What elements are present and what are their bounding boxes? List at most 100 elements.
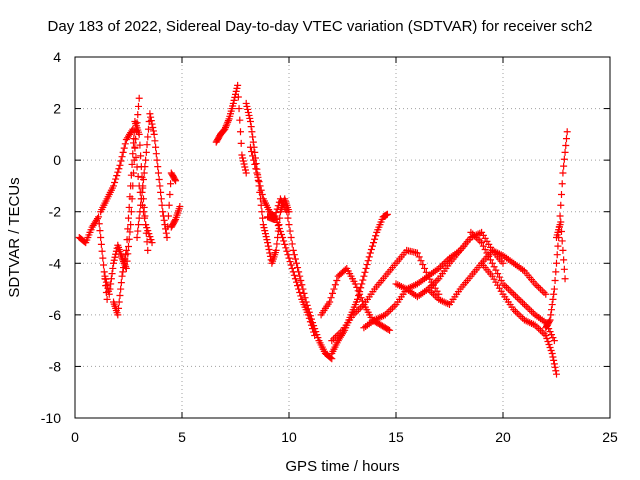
- data-point: [144, 227, 152, 235]
- data-point: [138, 201, 146, 209]
- data-point: [162, 229, 170, 237]
- data-point: [115, 304, 123, 312]
- data-point: [134, 221, 142, 229]
- data-point: [110, 182, 118, 190]
- data-point: [563, 128, 571, 136]
- data-point: [222, 122, 230, 130]
- data-point: [249, 133, 257, 141]
- series-sat-r: [478, 259, 560, 378]
- data-point: [511, 292, 519, 300]
- data-point: [479, 242, 487, 250]
- data-point: [294, 264, 302, 272]
- data-point: [517, 313, 525, 321]
- data-point: [421, 264, 429, 272]
- data-point: [123, 236, 131, 244]
- data-point: [366, 249, 374, 257]
- data-point: [254, 173, 262, 181]
- series-sat-b: [101, 94, 143, 298]
- series-sat-i: [246, 143, 319, 339]
- data-point: [287, 234, 295, 241]
- data-point: [256, 182, 264, 190]
- data-point: [150, 130, 158, 138]
- data-point: [149, 127, 157, 135]
- data-point: [152, 150, 160, 158]
- data-point: [135, 94, 143, 102]
- data-point: [367, 246, 375, 254]
- data-point: [134, 102, 142, 110]
- data-point: [548, 301, 556, 309]
- data-point: [241, 166, 249, 174]
- data-point: [415, 253, 423, 261]
- data-point: [285, 254, 293, 262]
- data-point: [144, 125, 152, 133]
- data-point: [249, 152, 257, 160]
- data-point: [296, 272, 304, 280]
- data-point: [126, 193, 134, 201]
- data-point: [258, 191, 266, 199]
- data-point: [137, 152, 145, 160]
- data-point: [128, 127, 136, 135]
- x-tick-label: 5: [178, 429, 186, 445]
- data-point: [273, 240, 281, 248]
- data-point: [313, 331, 321, 339]
- data-point: [133, 234, 141, 241]
- data-point: [99, 254, 107, 262]
- data-point: [292, 278, 300, 286]
- data-point: [111, 253, 119, 261]
- data-point: [273, 205, 281, 213]
- data-point: [167, 180, 175, 188]
- data-point: [312, 328, 320, 336]
- data-point: [97, 234, 105, 241]
- data-point: [289, 246, 297, 254]
- data-point: [249, 138, 257, 146]
- data-point: [134, 227, 142, 235]
- data-point: [165, 201, 173, 209]
- data-point: [118, 272, 126, 280]
- data-point: [240, 160, 248, 168]
- data-point: [141, 214, 149, 222]
- data-point: [560, 162, 568, 170]
- data-point: [163, 234, 171, 241]
- data-point: [552, 367, 560, 375]
- data-point: [330, 335, 338, 343]
- data-point: [327, 294, 335, 302]
- series-sat-t: [553, 218, 569, 283]
- data-point: [287, 261, 295, 269]
- series-sat-g: [212, 81, 250, 177]
- data-point: [140, 169, 148, 177]
- data-point: [300, 289, 308, 297]
- data-point: [329, 289, 337, 297]
- data-point: [546, 316, 554, 324]
- x-tick-label: 0: [71, 429, 79, 445]
- data-point: [120, 259, 128, 267]
- data-point: [363, 261, 371, 269]
- data-point: [135, 182, 143, 190]
- data-point: [326, 298, 334, 306]
- data-point: [128, 160, 136, 168]
- data-point: [553, 370, 560, 378]
- data-point: [271, 212, 279, 220]
- data-point: [121, 140, 129, 148]
- data-point: [508, 289, 516, 297]
- data-point: [101, 272, 109, 280]
- data-point: [133, 163, 141, 171]
- y-tick-label: -10: [41, 410, 61, 426]
- data-point: [93, 215, 101, 223]
- data-point: [330, 285, 338, 293]
- data-point: [100, 261, 108, 269]
- data-point: [146, 110, 154, 118]
- data-point: [290, 251, 298, 259]
- data-point: [559, 169, 567, 177]
- y-tick-label: -4: [49, 255, 62, 271]
- data-point: [96, 227, 104, 235]
- data-point: [558, 180, 566, 188]
- data-point: [139, 175, 147, 183]
- data-point: [153, 156, 161, 164]
- data-point: [129, 150, 137, 158]
- data-point: [95, 213, 103, 221]
- data-point: [230, 96, 238, 104]
- data-point: [239, 157, 247, 165]
- axis-ticks: [74, 56, 611, 419]
- data-point: [152, 143, 160, 151]
- data-point: [279, 234, 287, 241]
